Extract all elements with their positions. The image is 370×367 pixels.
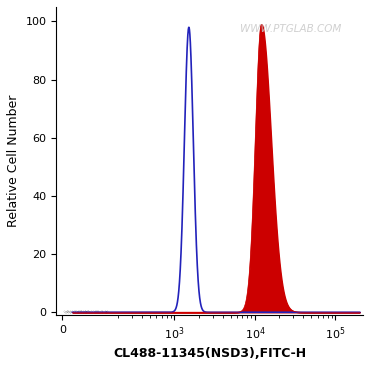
X-axis label: CL488-11345(NSD3),FITC-H: CL488-11345(NSD3),FITC-H — [113, 347, 306, 360]
Y-axis label: Relative Cell Number: Relative Cell Number — [7, 95, 20, 227]
Text: WWW.PTGLAB.COM: WWW.PTGLAB.COM — [240, 23, 342, 34]
